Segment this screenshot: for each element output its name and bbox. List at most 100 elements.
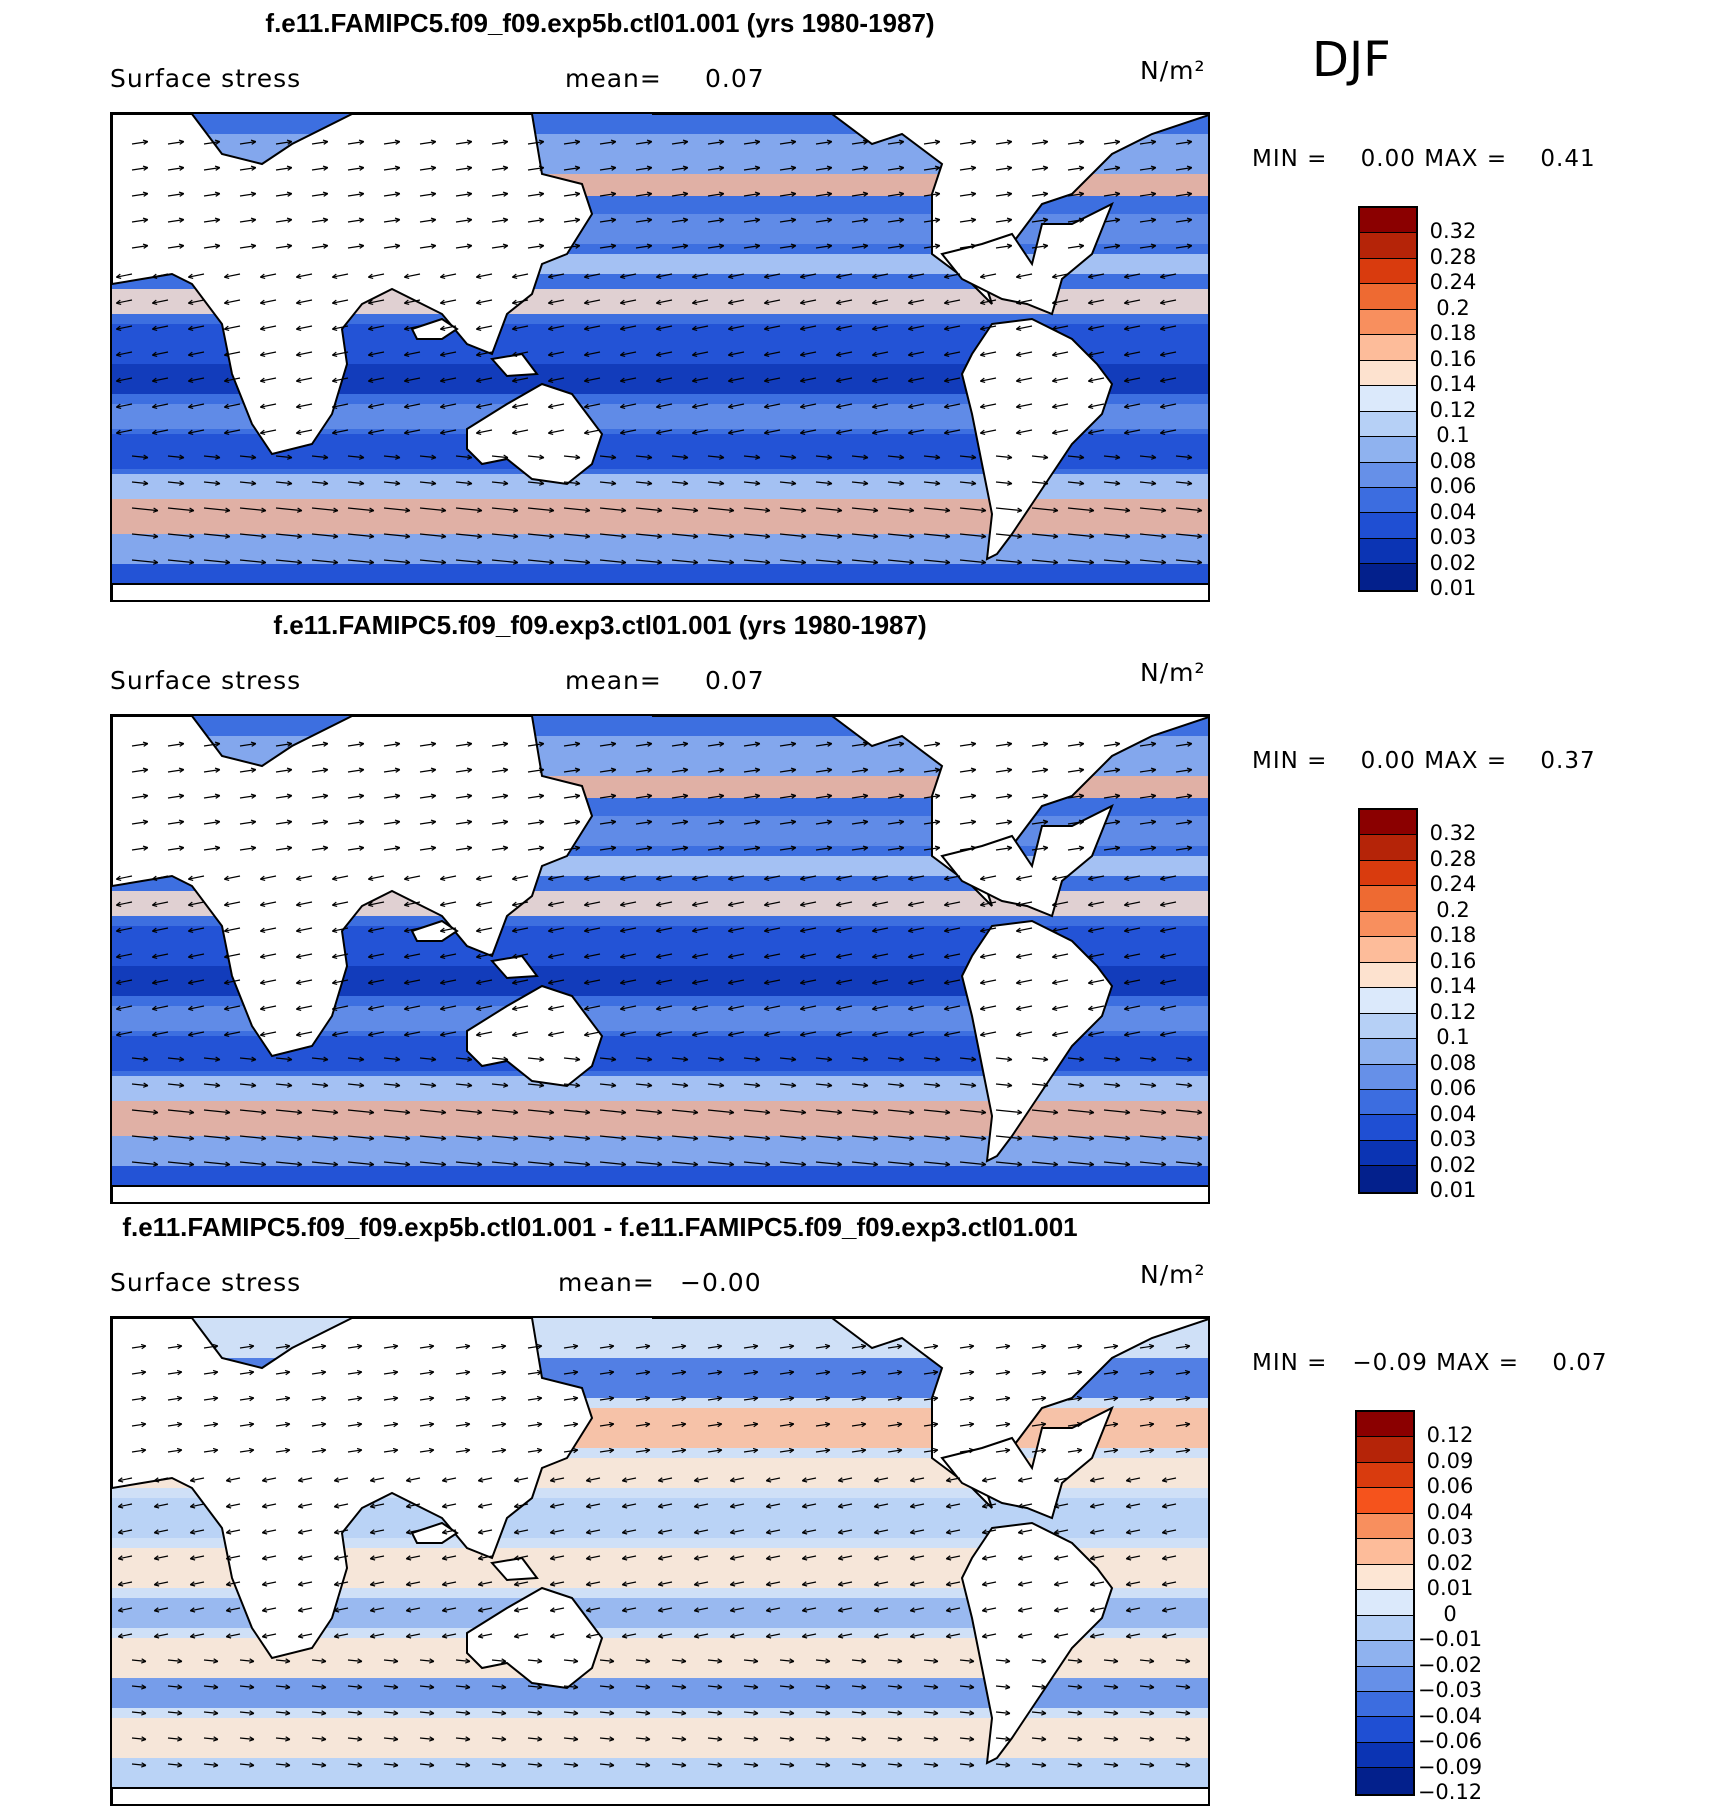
colorbar-tick-label: 0.08 [1429, 448, 1477, 473]
colorbar-tick-label: 0.04 [1429, 1101, 1477, 1126]
mean-value: 0.07 [705, 666, 765, 695]
colorbar-tick-label: 0.08 [1429, 1050, 1477, 1075]
min-value: 0.00 [1360, 748, 1416, 774]
colorbar [1355, 1410, 1415, 1796]
colorbar-swatch [1360, 360, 1416, 387]
colorbar-swatch [1360, 564, 1416, 590]
colorbar-swatch [1360, 860, 1416, 887]
colorbar-swatch [1360, 835, 1416, 861]
colorbar-tick-label: 0.03 [1426, 1525, 1474, 1550]
units-label: N/m² [1140, 658, 1206, 687]
colorbar-swatch [1360, 911, 1416, 938]
variable-label: Surface stress [110, 1268, 302, 1297]
map-panel [110, 1316, 1210, 1806]
colorbar-tick-label: 0.02 [1429, 550, 1477, 575]
colorbar-swatch [1360, 988, 1416, 1014]
colorbar-swatch [1360, 487, 1416, 514]
colorbar-tick-label: 0.2 [1436, 295, 1470, 320]
colorbar-swatch [1360, 437, 1416, 463]
colorbar-tick-label: −0.09 [1417, 1754, 1483, 1779]
mean-value: −0.00 [680, 1268, 762, 1297]
mean-label: mean= [558, 1268, 655, 1297]
colorbar-tick-label: 0.2 [1436, 897, 1470, 922]
units-label: N/m² [1140, 56, 1206, 85]
colorbar-swatch [1357, 1768, 1413, 1794]
colorbar-swatch [1357, 1666, 1413, 1692]
colorbar-tick-label: 0.18 [1429, 321, 1477, 346]
map-panel [110, 112, 1210, 602]
colorbar [1358, 206, 1418, 592]
mean-value: 0.07 [705, 64, 765, 93]
colorbar-tick-label: 0.03 [1429, 1127, 1477, 1152]
colorbar-tick-label: 0.01 [1429, 576, 1477, 600]
min-label: MIN = [1252, 146, 1328, 172]
min-max-readout: MIN = 0.00 MAX = 0.37 [1252, 748, 1596, 774]
colorbar-swatch [1357, 1513, 1413, 1540]
colorbar-swatch [1357, 1641, 1413, 1667]
colorbar-swatch [1360, 1039, 1416, 1065]
colorbar-swatch [1360, 513, 1416, 539]
colorbar-tick-label: 0.09 [1426, 1448, 1474, 1473]
map-field [112, 1318, 1208, 1804]
colorbar-swatch [1357, 1590, 1413, 1616]
colorbar-swatch [1360, 1115, 1416, 1141]
colorbar-tick-label: 0.28 [1429, 244, 1477, 269]
variable-label: Surface stress [110, 64, 302, 93]
colorbar-tick-label: 0.06 [1426, 1474, 1474, 1499]
colorbar-swatch [1360, 386, 1416, 412]
colorbar-tick-label: 0.12 [1429, 397, 1477, 422]
map-field [112, 114, 1208, 600]
min-max-readout: MIN = −0.09 MAX = 0.07 [1252, 1350, 1608, 1376]
colorbar-tick-label: 0.32 [1429, 821, 1477, 846]
colorbar-tick-label: 0.12 [1426, 1423, 1474, 1448]
colorbar-swatch [1360, 233, 1416, 259]
colorbar-tick-label: 0.06 [1429, 1076, 1477, 1101]
colorbar-swatch [1360, 258, 1416, 285]
colorbar-swatch [1360, 810, 1416, 836]
colorbar-tick-label: 0.1 [1436, 1025, 1470, 1050]
colorbar-tick-label: 0.24 [1429, 872, 1477, 897]
colorbar-tick-label: 0.1 [1436, 423, 1470, 448]
colorbar-swatch [1360, 208, 1416, 234]
colorbar-swatch [1357, 1539, 1413, 1565]
colorbar-tick-label: −0.01 [1417, 1627, 1483, 1652]
min-label: MIN = [1252, 1350, 1328, 1376]
colorbar-swatch [1360, 1140, 1416, 1167]
max-value: 0.41 [1540, 146, 1596, 172]
colorbar-swatch [1357, 1412, 1413, 1438]
colorbar [1358, 808, 1418, 1194]
max-label: MAX = [1424, 748, 1508, 774]
colorbar-swatch [1357, 1691, 1413, 1718]
colorbar-tick-label: 0.04 [1429, 499, 1477, 524]
colorbar-swatch [1357, 1488, 1413, 1514]
colorbar-swatch [1357, 1437, 1413, 1463]
colorbar-swatch [1360, 962, 1416, 989]
min-max-readout: MIN = 0.00 MAX = 0.41 [1252, 146, 1596, 172]
colorbar-tick-label: 0.28 [1429, 846, 1477, 871]
mean-label: mean= [565, 666, 662, 695]
max-value: 0.37 [1540, 748, 1596, 774]
colorbar-swatch [1360, 284, 1416, 310]
min-label: MIN = [1252, 748, 1328, 774]
colorbar-tick-label: 0.02 [1426, 1550, 1474, 1575]
colorbar-swatch [1360, 309, 1416, 336]
colorbar-swatch [1360, 886, 1416, 912]
colorbar-tick-label: 0.32 [1429, 219, 1477, 244]
colorbar-tick-label: −0.06 [1417, 1729, 1483, 1754]
colorbar-swatch [1360, 335, 1416, 361]
max-label: MAX = [1436, 1350, 1520, 1376]
colorbar-swatch [1357, 1742, 1413, 1769]
colorbar-tick-label: 0.14 [1429, 372, 1477, 397]
colorbar-swatch [1357, 1615, 1413, 1642]
colorbar-tick-label: −0.12 [1417, 1780, 1483, 1804]
panel-title: f.e11.FAMIPC5.f09_f09.exp5b.ctl01.001 - … [122, 1212, 1078, 1242]
colorbar-tick-label: 0.04 [1426, 1499, 1474, 1524]
colorbar-tick-label: 0.06 [1429, 474, 1477, 499]
colorbar-tick-label: 0.01 [1429, 1178, 1477, 1202]
colorbar-tick-label: 0.12 [1429, 999, 1477, 1024]
colorbar-swatch [1357, 1564, 1413, 1591]
min-value: 0.00 [1360, 146, 1416, 172]
colorbar-tick-label: 0 [1443, 1601, 1457, 1626]
variable-label: Surface stress [110, 666, 302, 695]
map-panel [110, 714, 1210, 1204]
